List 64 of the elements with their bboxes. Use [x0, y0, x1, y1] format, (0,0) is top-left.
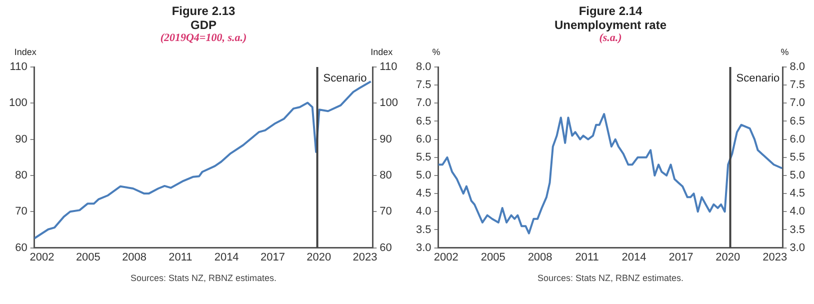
x-tick-label: 2002: [434, 251, 458, 264]
y-tick-label: 3.0: [416, 242, 432, 254]
chart-title: Figure 2.13: [170, 4, 236, 18]
y2-tick-label: 7.5: [790, 79, 806, 92]
y-tick-label: 7.0: [416, 97, 432, 110]
y-tick-label: 7.5: [416, 79, 432, 92]
y2-tick-label: 60: [380, 242, 392, 254]
x-tick-label: 2011: [168, 251, 192, 264]
x-tick-label: 2017: [260, 251, 285, 264]
source-note: Sources: Stats NZ, RBNZ estimates.: [536, 273, 685, 283]
y2-tick-label: 70: [380, 206, 392, 218]
x-tick-label: 2005: [480, 251, 506, 264]
y2-axis-title: %: [780, 46, 789, 57]
text: (s.a.): [598, 32, 623, 45]
chart-subtitle: Unemployment rate: [553, 18, 668, 32]
chart-subtitle: GDP: [189, 18, 218, 32]
y-tick-label: 80: [15, 170, 28, 182]
y-tick-label: 5.0: [416, 170, 432, 182]
x-tick-label: 2008: [122, 251, 147, 264]
y-tick-label: 100: [8, 97, 28, 110]
y-tick-label: 90: [15, 133, 28, 146]
x-tick-label: 2020: [306, 251, 332, 264]
y2-tick-label: 110: [380, 61, 398, 74]
y-tick-label: 60: [15, 242, 28, 254]
y2-tick-label: 4.5: [790, 188, 806, 200]
y2-tick-label: 3.5: [790, 224, 806, 236]
y2-tick-label: 8.0: [790, 61, 806, 74]
source-note: Sources: Stats NZ, RBNZ estimates.: [129, 273, 278, 283]
x-tick-label: 2011: [575, 251, 599, 264]
x-tick-label: 2005: [76, 251, 100, 264]
chart-title: Figure 2.14: [578, 4, 644, 18]
y2-tick-label: 3.0: [790, 242, 806, 254]
y-tick-label: 4.5: [416, 188, 432, 200]
y-tick-label: 70: [15, 206, 28, 218]
y2-tick-label: 4.0: [790, 206, 806, 218]
y2-tick-label: 80: [380, 170, 392, 182]
ref-line-label: Scenario: [323, 72, 367, 85]
y2-tick-label: 100: [380, 97, 398, 110]
y-tick-label: 6.5: [416, 115, 432, 128]
y2-tick-label: 6.5: [790, 115, 806, 128]
text: (2019Q4=100, s.a.): [159, 32, 248, 45]
y-tick-label: 3.5: [416, 224, 432, 236]
y2-tick-label: 90: [380, 133, 392, 146]
x-tick-label: 2017: [668, 251, 694, 264]
y2-tick-label: 5.5: [790, 151, 806, 164]
ref-line-label: Scenario: [736, 72, 780, 85]
x-tick-label: 2023: [762, 251, 788, 264]
x-tick-label: 2014: [214, 251, 239, 264]
y2-tick-label: 5.0: [790, 170, 806, 182]
y2-axis-title: Index: [370, 46, 394, 57]
x-tick-label: 2008: [528, 251, 552, 264]
y-tick-label: 4.0: [416, 206, 432, 218]
y-axis-title: Index: [14, 46, 37, 57]
x-tick-label: 2020: [716, 251, 740, 264]
y-tick-label: 6.0: [416, 133, 432, 146]
y-tick-label: 8.0: [416, 61, 432, 74]
y-tick-label: 110: [10, 61, 28, 74]
y2-tick-label: 7.0: [790, 97, 806, 110]
y-axis-title: %: [432, 46, 440, 57]
x-tick-label: 2023: [352, 251, 378, 264]
x-tick-label: 2002: [30, 251, 54, 264]
y2-tick-label: 6.0: [790, 133, 806, 146]
x-tick-label: 2014: [622, 251, 646, 264]
y-tick-label: 5.5: [416, 151, 432, 164]
